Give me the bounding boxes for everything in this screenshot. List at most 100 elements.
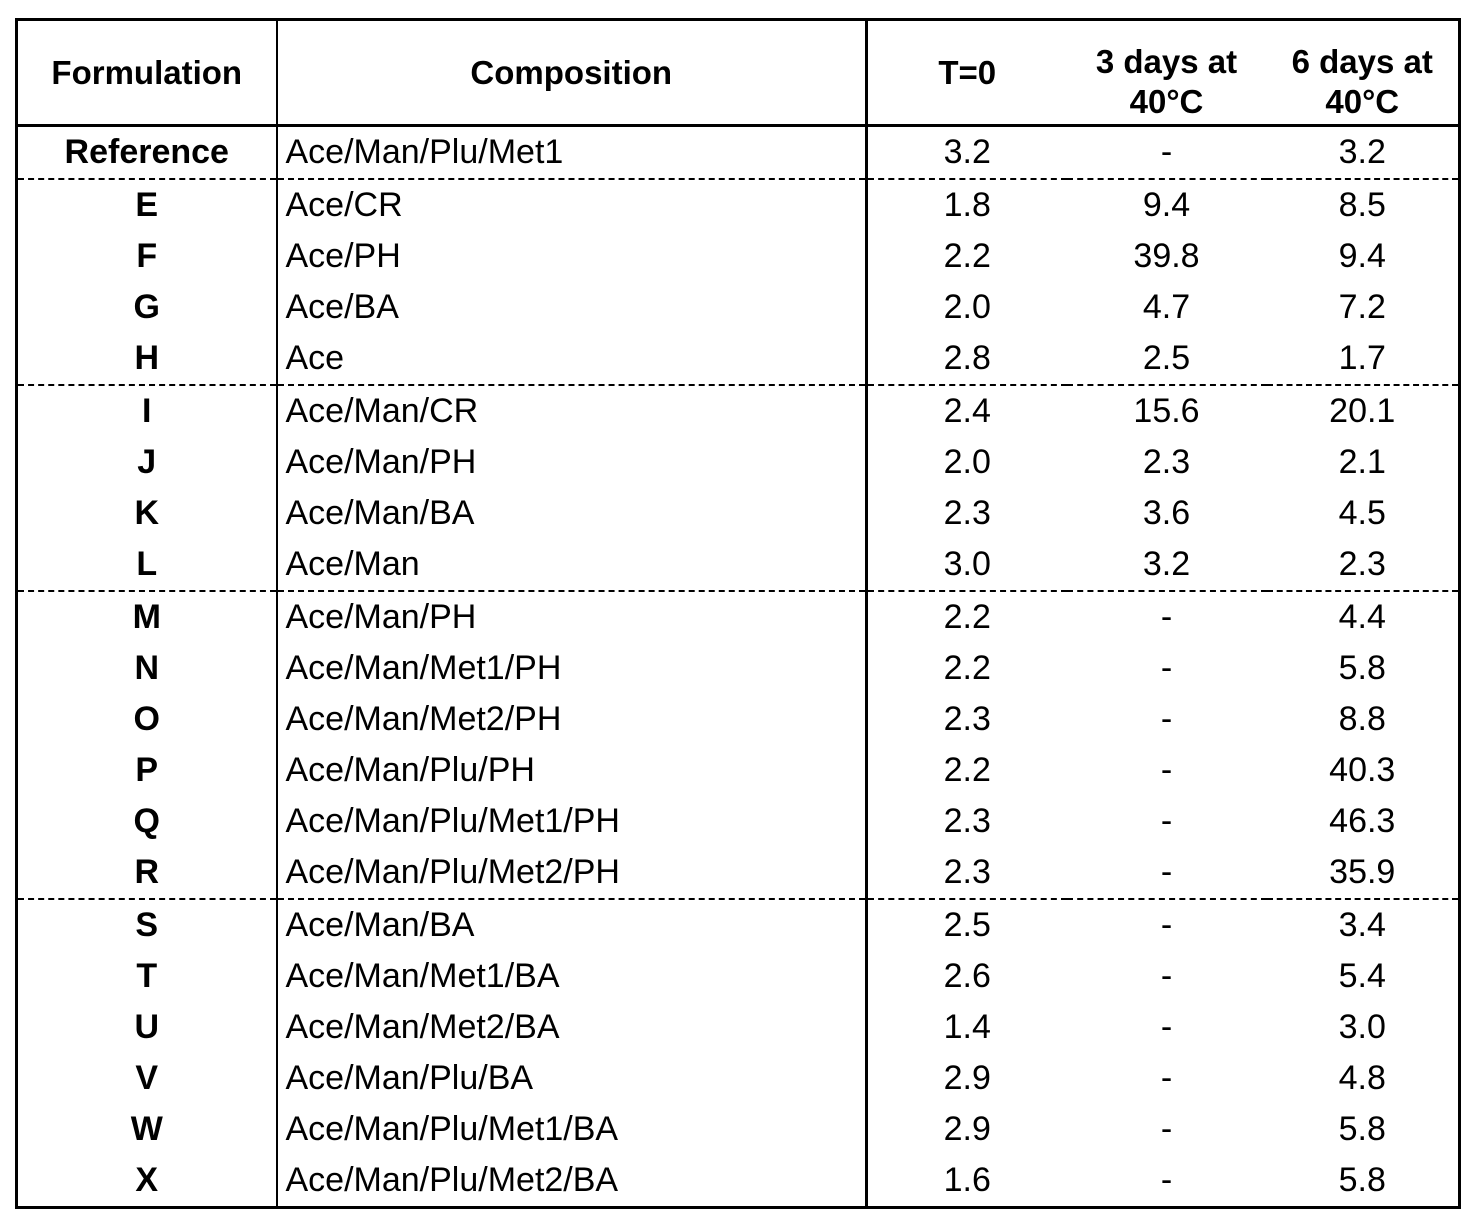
table-row: SAce/Man/BA2.5-3.4 bbox=[17, 899, 1460, 951]
3-days-cell: 9.4 bbox=[1067, 179, 1267, 231]
6-days-cell: 8.5 bbox=[1267, 179, 1460, 231]
3-days-cell: 3.2 bbox=[1067, 539, 1267, 591]
composition-cell: Ace/Man/Plu/BA bbox=[277, 1053, 867, 1104]
3-days-cell: - bbox=[1067, 847, 1267, 899]
composition-cell: Ace/Man/Plu/PH bbox=[277, 745, 867, 796]
3-days-cell: - bbox=[1067, 126, 1267, 180]
t0-cell: 2.3 bbox=[867, 694, 1067, 745]
header-6-days-line2: 40°C bbox=[1325, 83, 1399, 120]
3-days-cell: - bbox=[1067, 745, 1267, 796]
6-days-cell: 35.9 bbox=[1267, 847, 1460, 899]
t0-cell: 1.8 bbox=[867, 179, 1067, 231]
formulation-cell: Reference bbox=[17, 126, 277, 180]
3-days-cell: - bbox=[1067, 1002, 1267, 1053]
6-days-cell: 7.2 bbox=[1267, 282, 1460, 333]
table-row: EAce/CR1.89.48.5 bbox=[17, 179, 1460, 231]
3-days-cell: - bbox=[1067, 951, 1267, 1002]
6-days-cell: 3.4 bbox=[1267, 899, 1460, 951]
formulation-cell: X bbox=[17, 1155, 277, 1208]
composition-cell: Ace/BA bbox=[277, 282, 867, 333]
header-t0: T=0 bbox=[867, 20, 1067, 126]
table-row: HAce2.82.51.7 bbox=[17, 333, 1460, 385]
composition-cell: Ace/Man/Plu/Met1/PH bbox=[277, 796, 867, 847]
6-days-cell: 9.4 bbox=[1267, 231, 1460, 282]
3-days-cell: 15.6 bbox=[1067, 385, 1267, 437]
t0-cell: 2.5 bbox=[867, 899, 1067, 951]
t0-cell: 2.2 bbox=[867, 745, 1067, 796]
t0-cell: 2.9 bbox=[867, 1053, 1067, 1104]
table-row: IAce/Man/CR2.415.620.1 bbox=[17, 385, 1460, 437]
6-days-cell: 3.2 bbox=[1267, 126, 1460, 180]
formulation-cell: S bbox=[17, 899, 277, 951]
6-days-cell: 20.1 bbox=[1267, 385, 1460, 437]
formulation-cell: K bbox=[17, 488, 277, 539]
table-row: ReferenceAce/Man/Plu/Met13.2-3.2 bbox=[17, 126, 1460, 180]
6-days-cell: 5.8 bbox=[1267, 643, 1460, 694]
composition-cell: Ace/CR bbox=[277, 179, 867, 231]
composition-cell: Ace/Man/Met2/PH bbox=[277, 694, 867, 745]
3-days-cell: 2.3 bbox=[1067, 437, 1267, 488]
header-formulation: Formulation bbox=[17, 20, 277, 126]
header-6-days: 6 days at40°C bbox=[1267, 20, 1460, 126]
formulation-cell: R bbox=[17, 847, 277, 899]
formulation-cell: M bbox=[17, 591, 277, 643]
composition-cell: Ace/Man/PH bbox=[277, 591, 867, 643]
t0-cell: 2.4 bbox=[867, 385, 1067, 437]
composition-cell: Ace/Man/Met2/BA bbox=[277, 1002, 867, 1053]
t0-cell: 1.4 bbox=[867, 1002, 1067, 1053]
table-row: UAce/Man/Met2/BA1.4-3.0 bbox=[17, 1002, 1460, 1053]
3-days-cell: - bbox=[1067, 694, 1267, 745]
header-row: Formulation Composition T=0 3 days at40°… bbox=[17, 20, 1460, 126]
composition-cell: Ace/Man/Plu/Met2/PH bbox=[277, 847, 867, 899]
composition-cell: Ace/Man/CR bbox=[277, 385, 867, 437]
table-row: LAce/Man3.03.22.3 bbox=[17, 539, 1460, 591]
6-days-cell: 2.1 bbox=[1267, 437, 1460, 488]
table-row: VAce/Man/Plu/BA2.9-4.8 bbox=[17, 1053, 1460, 1104]
t0-cell: 2.3 bbox=[867, 847, 1067, 899]
formulation-cell: V bbox=[17, 1053, 277, 1104]
3-days-cell: - bbox=[1067, 1053, 1267, 1104]
composition-cell: Ace/Man/BA bbox=[277, 899, 867, 951]
t0-cell: 2.6 bbox=[867, 951, 1067, 1002]
table-row: KAce/Man/BA2.33.64.5 bbox=[17, 488, 1460, 539]
6-days-cell: 5.8 bbox=[1267, 1104, 1460, 1155]
stability-table: Formulation Composition T=0 3 days at40°… bbox=[15, 18, 1461, 1209]
composition-cell: Ace/Man bbox=[277, 539, 867, 591]
table-body: ReferenceAce/Man/Plu/Met13.2-3.2EAce/CR1… bbox=[17, 126, 1460, 1208]
formulation-cell: W bbox=[17, 1104, 277, 1155]
t0-cell: 2.2 bbox=[867, 643, 1067, 694]
table-row: RAce/Man/Plu/Met2/PH2.3-35.9 bbox=[17, 847, 1460, 899]
formulation-cell: H bbox=[17, 333, 277, 385]
composition-cell: Ace/Man/Plu/Met1/BA bbox=[277, 1104, 867, 1155]
3-days-cell: - bbox=[1067, 643, 1267, 694]
3-days-cell: - bbox=[1067, 1155, 1267, 1208]
3-days-cell: - bbox=[1067, 591, 1267, 643]
composition-cell: Ace/Man/Met1/PH bbox=[277, 643, 867, 694]
table-row: WAce/Man/Plu/Met1/BA2.9-5.8 bbox=[17, 1104, 1460, 1155]
6-days-cell: 2.3 bbox=[1267, 539, 1460, 591]
3-days-cell: 39.8 bbox=[1067, 231, 1267, 282]
3-days-cell: - bbox=[1067, 899, 1267, 951]
table-row: MAce/Man/PH2.2-4.4 bbox=[17, 591, 1460, 643]
table-row: QAce/Man/Plu/Met1/PH2.3-46.3 bbox=[17, 796, 1460, 847]
t0-cell: 2.0 bbox=[867, 437, 1067, 488]
formulation-cell: G bbox=[17, 282, 277, 333]
table-row: FAce/PH2.239.89.4 bbox=[17, 231, 1460, 282]
6-days-cell: 40.3 bbox=[1267, 745, 1460, 796]
table-row: GAce/BA2.04.77.2 bbox=[17, 282, 1460, 333]
3-days-cell: 4.7 bbox=[1067, 282, 1267, 333]
t0-cell: 3.0 bbox=[867, 539, 1067, 591]
formulation-cell: Q bbox=[17, 796, 277, 847]
formulation-cell: E bbox=[17, 179, 277, 231]
composition-cell: Ace/Man/Met1/BA bbox=[277, 951, 867, 1002]
6-days-cell: 4.5 bbox=[1267, 488, 1460, 539]
table-row: TAce/Man/Met1/BA2.6-5.4 bbox=[17, 951, 1460, 1002]
header-composition: Composition bbox=[277, 20, 867, 126]
composition-cell: Ace/Man/BA bbox=[277, 488, 867, 539]
formulation-cell: F bbox=[17, 231, 277, 282]
composition-cell: Ace/Man/PH bbox=[277, 437, 867, 488]
table-row: NAce/Man/Met1/PH2.2-5.8 bbox=[17, 643, 1460, 694]
table-row: JAce/Man/PH2.02.32.1 bbox=[17, 437, 1460, 488]
formulation-cell: T bbox=[17, 951, 277, 1002]
table-row: PAce/Man/Plu/PH2.2-40.3 bbox=[17, 745, 1460, 796]
